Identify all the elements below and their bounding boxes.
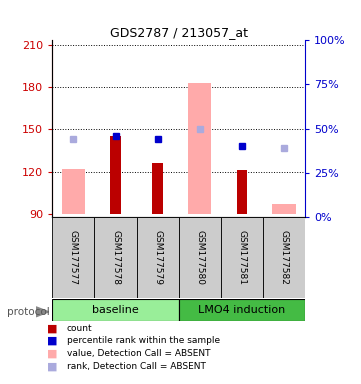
Title: GDS2787 / 213057_at: GDS2787 / 213057_at: [110, 26, 248, 39]
Bar: [179, 299, 305, 321]
Text: ■: ■: [47, 361, 57, 371]
Bar: [52, 299, 179, 321]
Bar: [52, 217, 95, 298]
Text: count: count: [67, 324, 92, 333]
Bar: [110, 136, 121, 214]
Text: ■: ■: [47, 323, 57, 333]
Bar: [221, 217, 263, 298]
Text: LMO4 induction: LMO4 induction: [198, 305, 286, 315]
Text: GSM177578: GSM177578: [111, 230, 120, 285]
Text: percentile rank within the sample: percentile rank within the sample: [67, 336, 220, 346]
Text: ■: ■: [47, 336, 57, 346]
Text: ■: ■: [47, 349, 57, 359]
Bar: [179, 217, 221, 298]
Bar: [263, 217, 305, 298]
Text: rank, Detection Call = ABSENT: rank, Detection Call = ABSENT: [67, 362, 206, 371]
Polygon shape: [36, 307, 49, 317]
Text: protocol: protocol: [7, 307, 50, 317]
Bar: [188, 83, 211, 214]
Text: GSM177580: GSM177580: [195, 230, 204, 285]
Bar: [136, 217, 179, 298]
Text: baseline: baseline: [92, 305, 139, 315]
Text: GSM177581: GSM177581: [238, 230, 246, 285]
Bar: [236, 170, 247, 214]
Text: GSM177582: GSM177582: [279, 230, 288, 285]
Bar: [95, 217, 136, 298]
Bar: [152, 163, 163, 214]
Bar: [62, 169, 85, 214]
Bar: [273, 204, 296, 214]
Text: GSM177577: GSM177577: [69, 230, 78, 285]
Text: value, Detection Call = ABSENT: value, Detection Call = ABSENT: [67, 349, 210, 358]
Text: GSM177579: GSM177579: [153, 230, 162, 285]
